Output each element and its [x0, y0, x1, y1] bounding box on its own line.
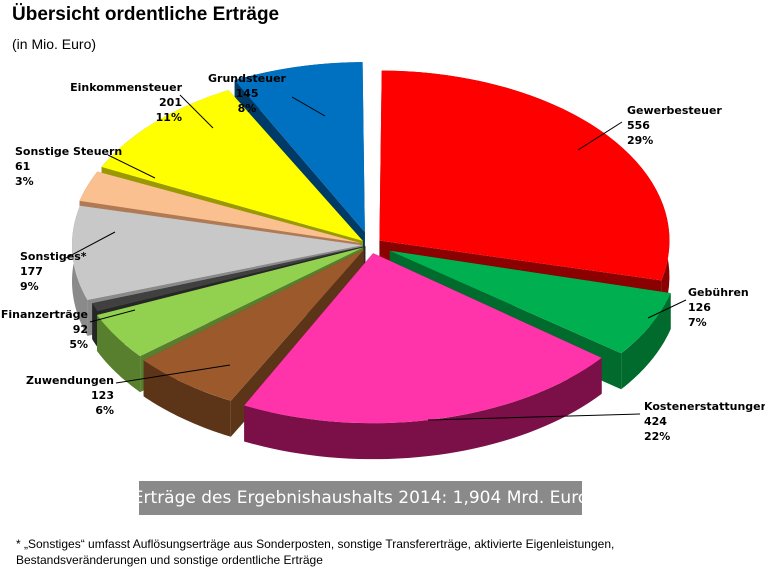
pie-slice-sonstiges-: [72, 205, 363, 300]
chart-title: Übersicht ordentliche Erträge: [12, 4, 280, 25]
total-banner: Erträge des Ergebnishaushalts 2014: 1,90…: [133, 481, 588, 515]
data-label: Sonstiges* 177 9%: [20, 250, 87, 293]
footnote-line-1: * „Sonstiges“ umfasst Auflösungserträge …: [16, 537, 615, 551]
data-label: Gebühren 126 7%: [688, 286, 749, 329]
footnote: * „Sonstiges“ umfasst Auflösungserträge …: [16, 536, 756, 568]
data-label: Finanzerträge 92 5%: [1, 308, 88, 351]
data-label: Grundsteuer 145 8%: [208, 72, 287, 115]
data-label: Sonstige Steuern 61 3%: [15, 145, 122, 188]
pie-slice-other: [92, 246, 366, 312]
leader-line: [291, 96, 326, 117]
pie-slice-kostenerstattungen: [244, 253, 602, 424]
leader-line: [427, 413, 641, 421]
leader-line: [115, 364, 231, 384]
chart-subtitle: (in Mio. Euro): [12, 36, 97, 52]
pie-slice-sonstige-steuern: [79, 171, 361, 243]
leader-line: [65, 231, 116, 259]
data-label: Gewerbesteuer 556 29%: [627, 104, 722, 147]
pie-slice-grundsteuer: [234, 62, 365, 233]
leader-line: [577, 121, 623, 151]
leader-line: [89, 309, 136, 323]
pie-slice-gebühren: [389, 250, 671, 354]
data-label: Einkommensteuer 201 11%: [70, 81, 182, 124]
pie-slice-finanzerträge: [97, 247, 364, 357]
footnote-line-2: Bestandsveränderungen und sonstige orden…: [16, 553, 323, 567]
pie-slice-gewerbesteuer: [379, 70, 670, 281]
leader-line: [179, 94, 214, 129]
pie-slice-einkommensteuer: [101, 90, 363, 241]
leader-line: [647, 299, 687, 319]
data-label: Kostenerstattungen 424 22%: [644, 400, 765, 443]
leader-line: [107, 154, 156, 179]
pie-chart: Gewerbesteuer 556 29% Gebühren 126 7% Kostener…: [1, 62, 765, 460]
data-label: Zuwendungen 123 6%: [26, 374, 114, 417]
pie-slice-zuwendungen: [143, 249, 364, 401]
